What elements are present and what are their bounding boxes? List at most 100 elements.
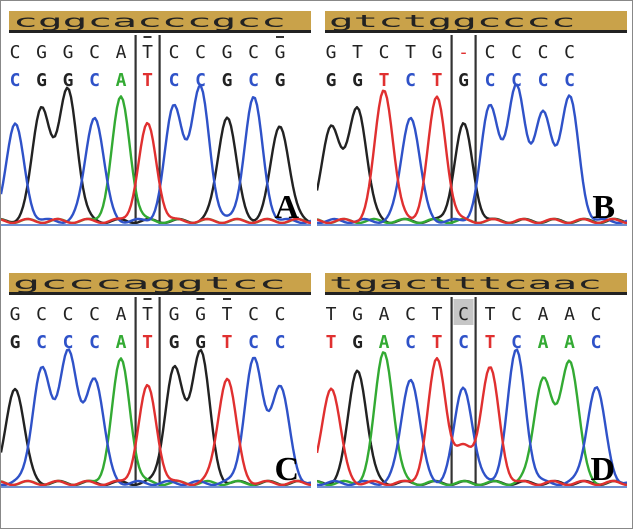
trace-T-d (317, 357, 627, 487)
sequence-base-a-2: G (63, 42, 74, 63)
called-base-c-3: C (89, 332, 100, 353)
called-base-d-0: T (326, 332, 337, 353)
called-base-c-10: C (275, 332, 286, 353)
sequence-base-b-0: G (326, 42, 337, 63)
called-base-b-4: T (432, 70, 443, 91)
trace-baseline-c (1, 486, 311, 488)
called-base-d-1: G (352, 332, 363, 353)
sequence-base-a-0: C (10, 42, 21, 63)
sequence-base-a-7: C (195, 42, 206, 63)
called-base-c-5: T (142, 332, 153, 353)
called-base-a-1: G (36, 70, 47, 91)
sequence-base-c-9: C (248, 304, 259, 325)
difference-tick-c-5 (143, 298, 152, 300)
called-base-b-1: G (352, 70, 363, 91)
sequence-base-c-10: C (275, 304, 286, 325)
difference-tick-c-8 (223, 298, 231, 300)
panel-b: gtctggcccc G T C T G - C C C C G G T C T G C C C C B (317, 1, 627, 263)
reference-bar-c (9, 273, 311, 294)
sequence-base-a-8: G (222, 42, 233, 63)
called-base-a-7: C (195, 70, 206, 91)
called-base-d-10: C (591, 332, 602, 353)
sequence-base-b-3: T (405, 42, 416, 63)
called-base-c-7: G (195, 332, 206, 353)
trace-baseline-d (317, 486, 627, 488)
sequence-base-c-8: T (222, 304, 233, 325)
reference-sequence-c: gcccaggtcc (13, 274, 286, 294)
sequence-base-c-2: C (63, 304, 74, 325)
called-base-c-4: A (116, 332, 127, 353)
sequence-base-c-6: G (169, 304, 180, 325)
sequence-base-b-6: C (485, 42, 496, 63)
reference-bar-underline-a (9, 30, 311, 33)
called-base-b-7: C (511, 70, 522, 91)
called-base-d-9: A (564, 332, 575, 353)
sequence-base-b-2: C (379, 42, 390, 63)
sequence-base-d-10: C (591, 304, 602, 325)
trace-C-c (1, 348, 311, 487)
reference-sequence-b: gtctggcccc (329, 12, 576, 32)
called-base-b-3: C (405, 70, 416, 91)
sequence-base-c-1: C (36, 304, 47, 325)
sequence-base-b-5: - (458, 42, 469, 63)
sequence-base-c-5: T (142, 304, 153, 325)
sequence-base-c-0: G (10, 304, 21, 325)
sequence-base-a-3: C (89, 42, 100, 63)
reference-bar-underline-b (325, 30, 627, 33)
sequence-base-a-9: C (248, 42, 259, 63)
called-base-a-4: A (116, 70, 127, 91)
called-base-b-2: T (379, 70, 390, 91)
sequence-base-b-9: C (564, 42, 575, 63)
variant-marker-line-d-1 (450, 297, 453, 487)
sequence-base-a-4: A (116, 42, 127, 63)
sequence-base-a-6: C (169, 42, 180, 63)
reference-bar-underline-c (9, 292, 311, 295)
panel-label-d: D (590, 451, 615, 488)
called-base-a-8: G (222, 70, 233, 91)
sequence-base-a-1: G (36, 42, 47, 63)
called-base-a-9: C (248, 70, 259, 91)
sequence-base-d-9: A (564, 304, 575, 325)
sequence-base-d-7: C (511, 304, 522, 325)
difference-tick-a-10 (276, 36, 284, 38)
called-base-a-10: G (275, 70, 286, 91)
trace-T-a (1, 121, 311, 225)
called-base-a-2: G (63, 70, 74, 91)
called-base-a-0: C (10, 70, 21, 91)
called-base-d-8: A (538, 332, 549, 353)
called-base-c-0: G (10, 332, 21, 353)
sequence-base-a-10: G (275, 42, 286, 63)
variant-marker-line-a-2 (158, 35, 161, 225)
sequence-base-d-2: A (379, 304, 390, 325)
trace-T-b (317, 89, 627, 225)
called-base-b-9: C (564, 70, 575, 91)
called-base-c-8: T (222, 332, 233, 353)
trace-baseline-a (1, 224, 311, 226)
called-base-d-6: T (485, 332, 496, 353)
sequence-base-d-4: T (432, 304, 443, 325)
mutation-highlight-d (453, 299, 474, 325)
variant-marker-line-b-2 (474, 35, 477, 225)
sequence-base-b-1: T (352, 42, 363, 63)
panel-label-b: B (592, 189, 615, 226)
called-base-d-5: C (458, 332, 469, 353)
variant-marker-line-d-2 (474, 297, 477, 487)
called-base-d-7: C (511, 332, 522, 353)
panel-c: gcccaggtcc G C C C A T G G T C C G C C C A T G G T C C C (1, 263, 311, 525)
sequence-base-b-7: C (511, 42, 522, 63)
variant-marker-line-c-1 (134, 297, 137, 487)
reference-sequence-a: cggcacccgcc (13, 12, 286, 32)
sequence-base-c-7: G (195, 304, 206, 325)
panel-label-a: A (274, 189, 299, 226)
sequence-base-c-3: C (89, 304, 100, 325)
sequence-base-a-5: T (142, 42, 153, 63)
called-base-a-3: C (89, 70, 100, 91)
called-base-c-9: C (248, 332, 259, 353)
trace-T-c (1, 377, 311, 487)
trace-C-b (317, 83, 627, 225)
sequence-base-b-8: C (538, 42, 549, 63)
